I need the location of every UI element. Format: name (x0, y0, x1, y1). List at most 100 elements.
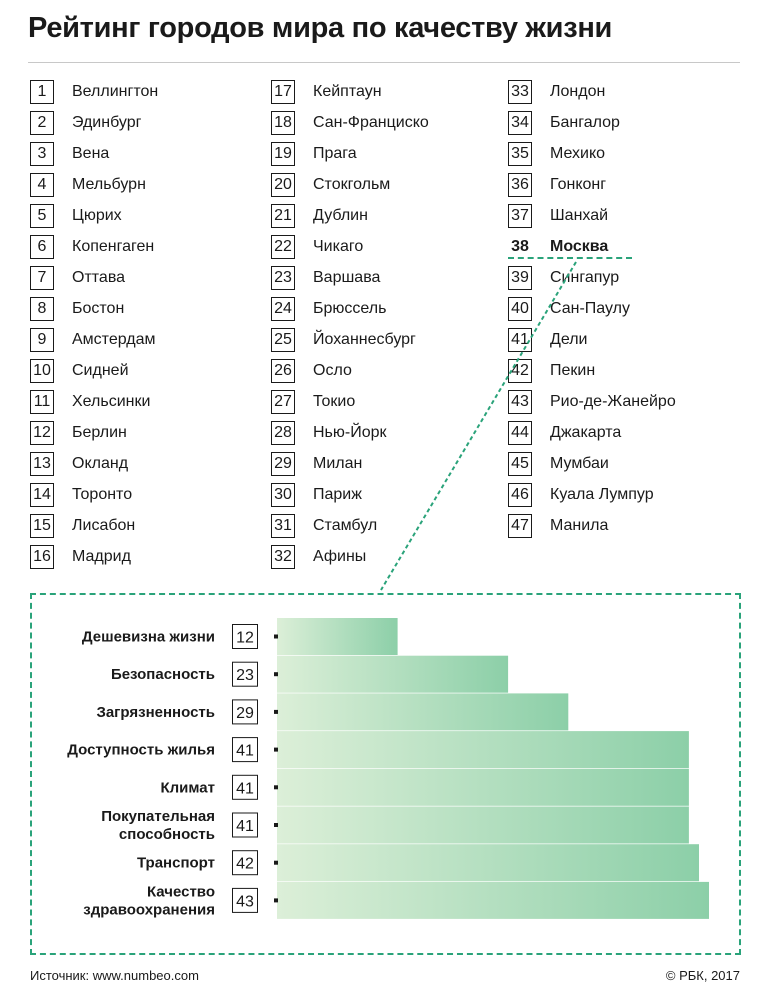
bar (277, 731, 689, 769)
rank-number: 2 (30, 110, 54, 135)
city-name: Вена (72, 144, 110, 162)
ranking-row: 8 Бостон (30, 293, 265, 324)
ranking-row: 16 Мадрид (30, 541, 265, 572)
category-label: Загрязненность (96, 704, 215, 721)
ranking-row: 5 Цюрих (30, 200, 265, 231)
rank-number: 9 (30, 327, 54, 352)
rank-number: 17 (271, 79, 295, 104)
rank-number: 15 (30, 513, 54, 538)
rank-number: 32 (271, 544, 295, 569)
data-label: 23 (236, 667, 254, 684)
city-name: Мельбурн (72, 175, 146, 193)
ranking-row: 29 Милан (271, 448, 506, 479)
value-box (232, 699, 258, 725)
ranking-row: 20 Стокгольм (271, 169, 506, 200)
city-name: Рио-де-Жанейро (550, 392, 676, 410)
ranking-row: 33 Лондон (508, 76, 743, 107)
city-name: Оттава (72, 268, 126, 286)
city-name: Токио (313, 392, 356, 410)
ranking-row: 17 Кейптаун (271, 76, 506, 107)
ranking-row: 19 Прага (271, 138, 506, 169)
city-name: Берлин (72, 423, 127, 441)
rank-number: 24 (271, 296, 295, 321)
bar (277, 844, 699, 882)
rank-number: 6 (30, 234, 54, 259)
ranking-row: 31 Стамбул (271, 510, 506, 541)
title-divider (28, 62, 740, 63)
city-name: Бостон (72, 299, 125, 317)
city-name: Веллингтон (72, 82, 159, 100)
rank-number: 31 (271, 513, 295, 538)
ranking-row: 30 Париж (271, 479, 506, 510)
data-label: 41 (236, 743, 254, 760)
data-label: 12 (236, 630, 254, 647)
category-label: Качество (147, 883, 215, 900)
ranking-row: 12 Берлин (30, 417, 265, 448)
rank-number: 36 (508, 172, 532, 197)
bar (277, 806, 689, 844)
value-box (232, 812, 258, 838)
ranking-row: 36 Гонконг (508, 169, 743, 200)
city-name: Копенгаген (72, 237, 155, 255)
ranking-row: 18 Сан-Франциско (271, 107, 506, 138)
category-label: Транспорт (137, 855, 215, 872)
rank-number: 7 (30, 265, 54, 290)
rank-number: 4 (30, 172, 54, 197)
rank-number: 30 (271, 482, 295, 507)
bar-tick (274, 634, 278, 639)
ranking-row: 1 Веллингтон (30, 76, 265, 107)
rank-number: 10 (30, 358, 54, 383)
bar-tick (274, 709, 278, 714)
ranking-row: 23 Варшава (271, 262, 506, 293)
city-name: Мадрид (72, 547, 131, 565)
ranking-row-highlighted: 38 Москва (508, 231, 743, 262)
city-name: Лондон (550, 82, 606, 100)
ranking-row: 13 Окланд (30, 448, 265, 479)
city-name: Мехико (550, 144, 606, 162)
value-box (232, 624, 258, 649)
data-label: 41 (236, 780, 254, 797)
data-label: 42 (236, 856, 254, 873)
city-name: Брюссель (313, 299, 387, 317)
ranking-column-1: 1 Веллингтон 2 Эдинбург 3 Вена 4 Мельбурн 5 Цюрих… (30, 76, 265, 572)
bar (277, 655, 509, 693)
ranking-column-2: 17 Кейптаун 18 Сан-Франциско 19 Прага 20 Стокго… (271, 76, 506, 572)
rank-number: 23 (271, 265, 295, 290)
rank-number: 14 (30, 482, 54, 507)
rank-number: 25 (271, 327, 295, 352)
category-label: Безопасность (111, 666, 215, 683)
ranking-row: 27 Токио (271, 386, 506, 417)
rank-number: 35 (508, 141, 532, 166)
city-name: Окланд (72, 454, 129, 472)
ranking-row: 32 Афины (271, 541, 506, 572)
bar-tick (274, 672, 278, 677)
data-label: 41 (236, 818, 254, 835)
bar (277, 768, 689, 806)
city-name: Варшава (313, 268, 381, 286)
page-title: Рейтинг городов мира по качеству жизни (28, 12, 613, 44)
bar-tick (274, 747, 278, 752)
rank-number: 18 (271, 110, 295, 135)
city-name: Афины (313, 547, 367, 565)
rank-number: 26 (271, 358, 295, 383)
rank-number: 3 (30, 141, 54, 166)
city-name: Париж (313, 485, 362, 503)
rank-number: 29 (271, 451, 295, 476)
rank-number: 1 (30, 79, 54, 104)
bar-tick (274, 860, 278, 865)
rank-number: 22 (271, 234, 295, 259)
value-box (232, 774, 258, 800)
bar-tick (274, 898, 278, 903)
rank-number: 27 (271, 389, 295, 414)
ranking-row: 28 Нью-Йорк (271, 417, 506, 448)
data-label: 43 (236, 893, 254, 910)
category-label: Доступность жилья (67, 742, 215, 759)
rank-number: 28 (271, 420, 295, 445)
bar (277, 618, 398, 655)
ranking-row: 21 Дублин (271, 200, 506, 231)
rank-number: 21 (271, 203, 295, 228)
ranking-row: 9 Амстердам (30, 324, 265, 355)
city-name: Сан-Франциско (313, 113, 429, 131)
city-name: Стокгольм (313, 175, 391, 193)
